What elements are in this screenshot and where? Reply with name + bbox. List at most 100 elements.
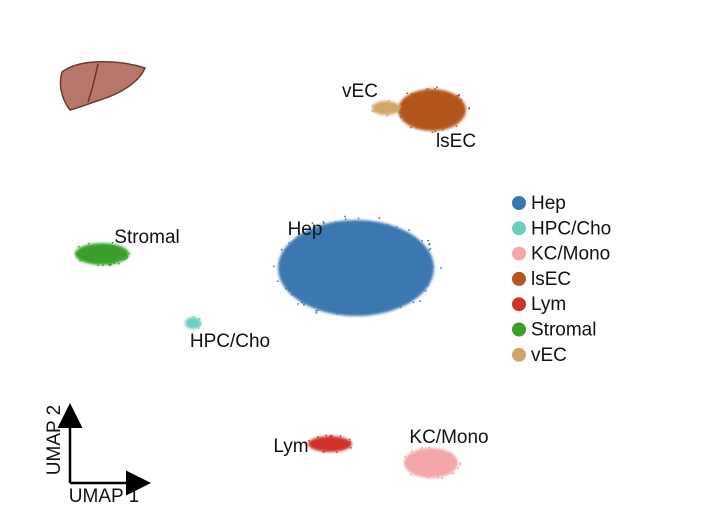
legend-marker [512,297,526,312]
cluster-speck [434,87,437,90]
cluster-speck [378,217,381,220]
cluster-speck [419,300,422,302]
legend-label: vEC [531,345,567,366]
cluster-speck [421,446,424,449]
cluster [308,434,352,453]
cluster [74,241,131,267]
legend-label: Hep [531,193,566,214]
cluster-speck [410,449,413,452]
legend-label: Lym [531,294,566,315]
cluster-speck [77,245,80,248]
liver-icon [59,61,147,111]
cluster-speck [300,301,303,304]
legend-label: lsEC [531,269,571,290]
cluster-speck [409,126,412,129]
cluster-speck [126,255,129,258]
cluster-body [308,436,352,452]
cluster [404,446,462,480]
cluster-speck [323,450,326,453]
cluster-speck [317,436,319,439]
cluster-speck [87,242,90,245]
cluster-speck [404,455,406,458]
cluster-speck [459,464,461,467]
cluster-speck [398,111,400,114]
cluster-speck [79,259,82,262]
cluster-speck [74,252,77,255]
cluster-speck [113,262,116,265]
cluster-speck [455,125,458,128]
cluster-body [75,243,129,265]
cluster-speck [303,303,305,306]
cluster-speck [322,222,325,225]
cluster-speck [316,309,319,312]
cluster-body [398,89,466,131]
cluster-speck [425,88,428,90]
cluster-speck [335,221,337,224]
cluster-speck [198,324,201,327]
cluster-speck [460,98,462,101]
cluster-speck [450,472,453,475]
cluster-body [372,101,400,115]
cluster-speck [371,110,373,112]
cluster-speck [125,257,128,259]
legend-marker [512,271,526,286]
cluster-speck [431,265,434,268]
cluster-speck [344,215,346,218]
cluster-speck [325,434,328,437]
cluster-speck [285,287,288,290]
cluster-speck [441,477,444,480]
legend-label: KC/Mono [531,244,610,265]
cluster-speck [371,104,374,107]
legend-marker [512,322,526,337]
cluster-speck [197,327,200,329]
cluster-speck [441,128,444,131]
cluster-speck [315,310,318,312]
cluster-label: HPC/Cho [190,331,270,352]
cluster-speck [344,218,347,220]
legend-label: HPC/Cho [531,218,611,239]
cluster-speck [322,450,325,453]
cluster-speck [457,94,460,97]
cluster-speck [297,303,299,305]
cluster-speck [349,446,352,449]
cluster-speck [437,477,440,479]
cluster-speck [373,110,376,113]
cluster [371,99,402,117]
cluster-speck [330,434,333,437]
cluster-speck [304,232,306,235]
cluster-speck [428,446,431,449]
x-axis-label: UMAP 1 [69,486,139,507]
cluster-speck [410,452,413,455]
cluster-speck [456,96,459,99]
cluster-speck [424,289,427,292]
cluster-speck [305,228,307,230]
cluster-speck [311,222,314,225]
cluster-speck [457,467,460,470]
cluster-speck [279,262,282,265]
cluster-speck [315,311,318,314]
cluster-speck [297,236,299,238]
legend-label: Stromal [531,320,596,341]
cluster-body [185,317,201,329]
cluster-speck [419,448,422,451]
cluster-speck [427,243,430,246]
cluster-speck [417,242,420,244]
cluster-speck [336,312,339,315]
cluster [185,316,202,329]
cluster-speck [436,86,438,89]
cluster-speck [335,451,338,453]
legend-marker [512,221,526,236]
cluster-speck [456,94,459,97]
cluster-speck [348,438,351,441]
cluster-speck [290,293,293,296]
cluster-speck [431,131,434,134]
cluster-speck [357,217,360,220]
cluster-speck [331,223,333,226]
cluster-speck [399,105,402,108]
legend-marker [512,196,526,210]
cluster-speck [301,230,304,233]
cluster-speck [308,440,310,442]
cluster-speck [123,258,126,261]
cluster-speck [434,130,437,133]
